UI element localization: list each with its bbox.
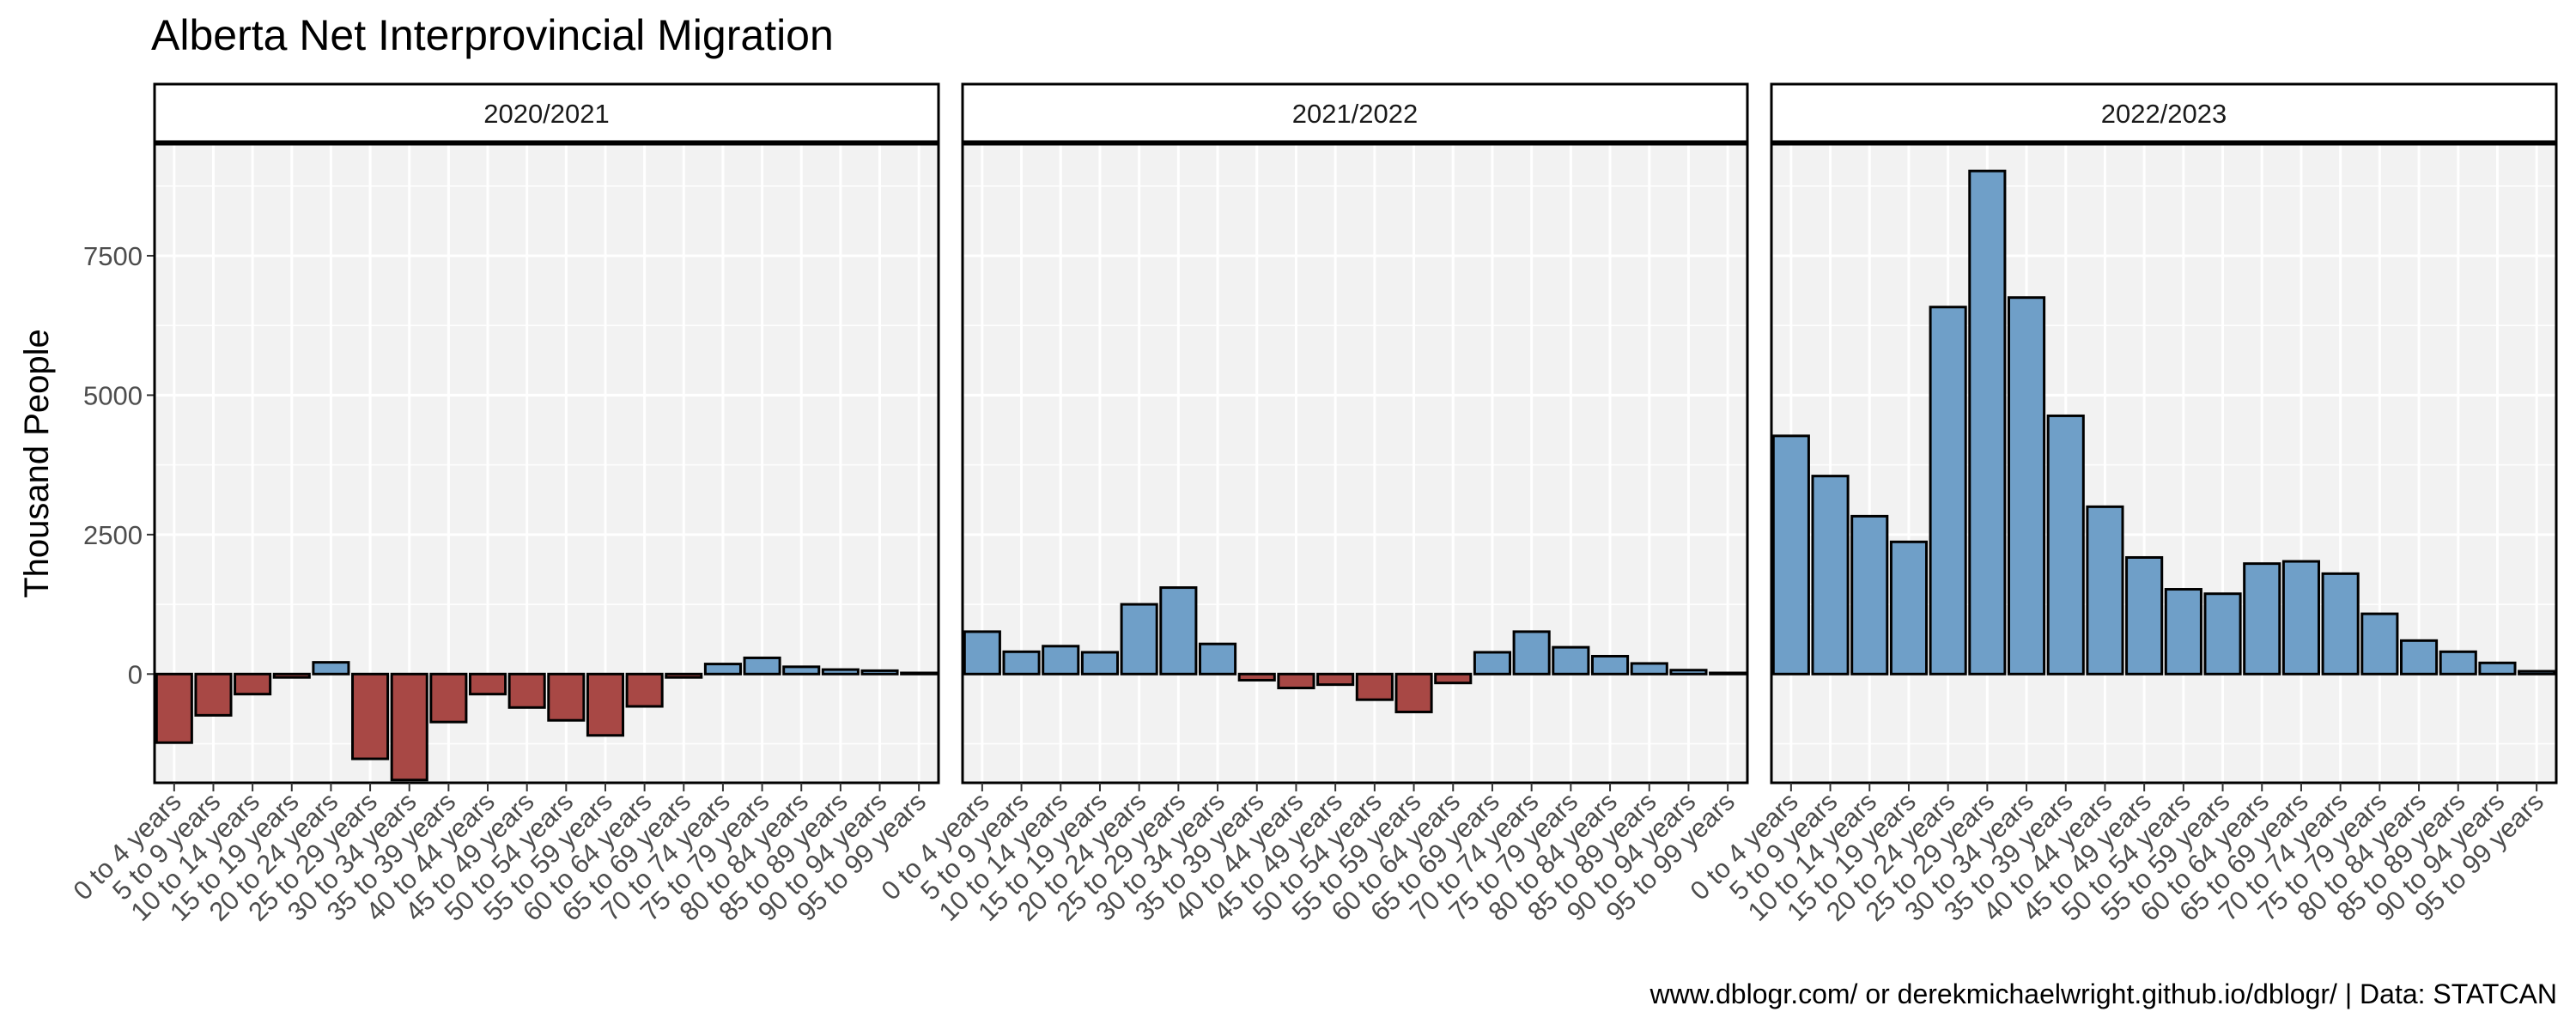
panel-background bbox=[155, 144, 939, 783]
bar-2022/2023-15 to 19 years bbox=[1889, 540, 1929, 676]
bar-2020/2021-30 to 34 years bbox=[390, 672, 428, 782]
bar-2022/2023-85 to 89 years bbox=[2439, 650, 2477, 676]
bar-2020/2021-20 to 24 years bbox=[312, 661, 350, 676]
panel-background bbox=[1771, 144, 2556, 783]
bar-2021/2022-60 to 64 years bbox=[1434, 672, 1473, 685]
bar-2022/2023-70 to 74 years bbox=[2321, 572, 2360, 676]
bar-2021/2022-55 to 59 years bbox=[1394, 672, 1433, 713]
bar-2022/2023-65 to 69 years bbox=[2281, 560, 2321, 676]
bar-2022/2023-35 to 39 years bbox=[2046, 414, 2085, 676]
bar-2021/2022-65 to 69 years bbox=[1473, 651, 1512, 676]
bar-2021/2022-0 to 4 years bbox=[963, 630, 1001, 676]
bar-2021/2022-20 to 24 years bbox=[1120, 603, 1158, 676]
bar-2020/2021-85 to 89 years bbox=[821, 668, 860, 676]
bar-2021/2022-80 to 84 years bbox=[1590, 654, 1630, 676]
bar-2020/2021-70 to 74 years bbox=[703, 663, 742, 676]
bar-2021/2022-50 to 54 years bbox=[1355, 672, 1394, 701]
bar-2022/2023-0 to 4 years bbox=[1771, 434, 1810, 676]
bar-2021/2022-90 to 94 years bbox=[1669, 669, 1708, 676]
bar-2020/2021-55 to 59 years bbox=[586, 672, 625, 737]
bar-2021/2022-30 to 34 years bbox=[1198, 642, 1237, 676]
bar-2022/2023-50 to 54 years bbox=[2164, 588, 2202, 676]
bar-2020/2021-80 to 84 years bbox=[782, 665, 821, 676]
y-tick-label: 5000 bbox=[83, 380, 143, 410]
bar-2021/2022-85 to 89 years bbox=[1630, 662, 1668, 676]
bar-2021/2022-40 to 44 years bbox=[1277, 672, 1315, 690]
bar-2022/2023-40 to 44 years bbox=[2086, 505, 2124, 676]
facet-strip bbox=[961, 82, 1749, 144]
facet-strip bbox=[153, 82, 940, 144]
chart-title: Alberta Net Interprovincial Migration bbox=[151, 11, 834, 59]
bar-2020/2021-65 to 69 years bbox=[665, 672, 703, 679]
bar-2021/2022-35 to 39 years bbox=[1237, 672, 1276, 682]
bar-2022/2023-20 to 24 years bbox=[1929, 306, 1967, 676]
bar-2020/2021-95 to 99 years bbox=[900, 671, 939, 676]
facet-label: 2021/2022 bbox=[1292, 99, 1419, 129]
bar-2021/2022-75 to 79 years bbox=[1552, 645, 1590, 676]
bar-2020/2021-40 to 44 years bbox=[468, 672, 507, 696]
bar-2021/2022-95 to 99 years bbox=[1709, 671, 1747, 676]
bar-2022/2023-60 to 64 years bbox=[2243, 562, 2281, 676]
bar-2022/2023-45 to 49 years bbox=[2125, 555, 2164, 676]
bar-2022/2023-55 to 59 years bbox=[2203, 592, 2242, 676]
bar-2022/2023-75 to 79 years bbox=[2360, 612, 2399, 676]
bar-2021/2022-25 to 29 years bbox=[1159, 586, 1198, 676]
bar-2020/2021-35 to 39 years bbox=[429, 672, 468, 724]
bar-2021/2022-5 to 9 years bbox=[1002, 650, 1041, 676]
bar-2022/2023-80 to 84 years bbox=[2399, 639, 2439, 676]
bar-2020/2021-50 to 54 years bbox=[547, 672, 586, 722]
bar-2020/2021-5 to 9 years bbox=[194, 672, 233, 717]
bar-2020/2021-15 to 19 years bbox=[272, 672, 311, 679]
panel-background bbox=[963, 144, 1747, 783]
bar-2021/2022-70 to 74 years bbox=[1512, 630, 1551, 676]
bar-2020/2021-10 to 14 years bbox=[234, 672, 272, 696]
bar-2022/2023-10 to 14 years bbox=[1850, 514, 1889, 676]
y-tick-label: 2500 bbox=[83, 520, 143, 550]
bar-2022/2023-25 to 29 years bbox=[1968, 169, 2007, 676]
source-caption: www.dblogr.com/ or derekmichaelwright.gi… bbox=[1649, 978, 2557, 1009]
bar-2021/2022-10 to 14 years bbox=[1042, 645, 1080, 676]
y-tick-label: 7500 bbox=[83, 241, 143, 271]
facet-label: 2022/2023 bbox=[2101, 99, 2227, 129]
bar-2022/2023-90 to 94 years bbox=[2478, 661, 2517, 676]
bar-2020/2021-90 to 94 years bbox=[860, 669, 899, 676]
y-tick-label: 0 bbox=[128, 659, 143, 689]
bar-2022/2023-30 to 34 years bbox=[2007, 296, 2046, 676]
bar-2020/2021-60 to 64 years bbox=[625, 672, 664, 708]
bar-2020/2021-45 to 49 years bbox=[507, 672, 546, 709]
facet-label: 2020/2021 bbox=[483, 99, 610, 129]
bar-2020/2021-25 to 29 years bbox=[351, 672, 390, 760]
y-axis-label: Thousand People bbox=[18, 329, 56, 598]
bar-2022/2023-95 to 99 years bbox=[2518, 670, 2556, 676]
bar-2020/2021-75 to 79 years bbox=[743, 656, 781, 676]
bar-2021/2022-45 to 49 years bbox=[1316, 672, 1355, 687]
bar-2020/2021-0 to 4 years bbox=[155, 672, 193, 744]
bar-2022/2023-5 to 9 years bbox=[1811, 475, 1850, 676]
bar-2021/2022-15 to 19 years bbox=[1080, 651, 1120, 676]
